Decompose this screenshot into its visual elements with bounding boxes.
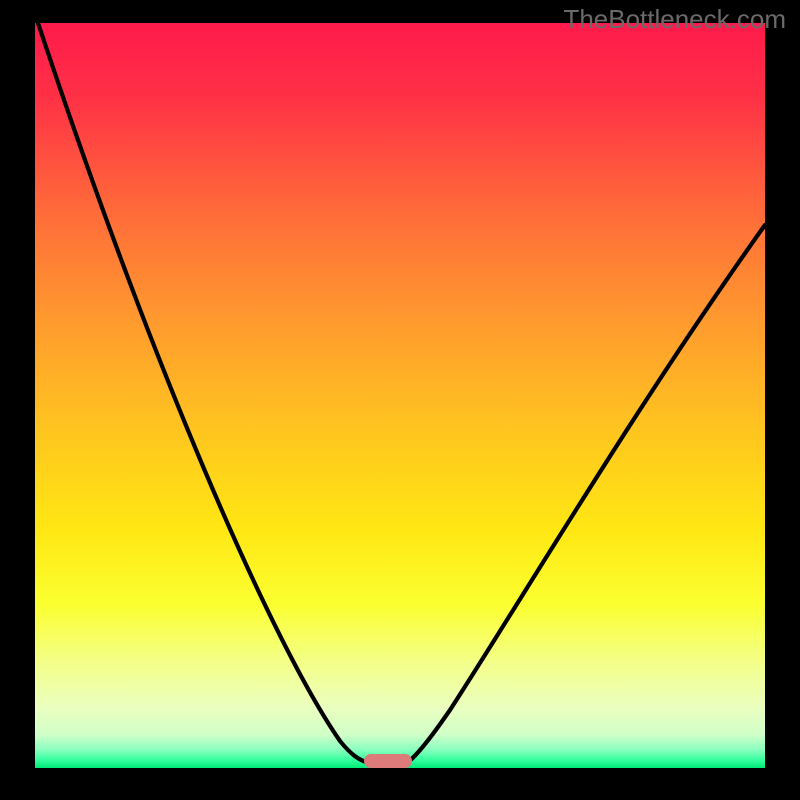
- curve-left: [38, 23, 366, 762]
- curve-right: [408, 225, 765, 762]
- watermark-text: TheBottleneck.com: [563, 4, 786, 35]
- optimum-marker: [364, 754, 412, 768]
- chart-frame: TheBottleneck.com: [0, 0, 800, 800]
- bottleneck-curves: [0, 0, 800, 800]
